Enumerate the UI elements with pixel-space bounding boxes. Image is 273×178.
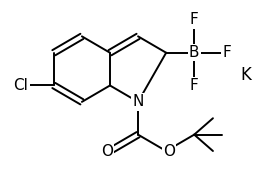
Text: O: O [101, 143, 113, 159]
Text: N: N [132, 94, 144, 109]
Text: F: F [190, 78, 198, 93]
Text: K: K [240, 66, 251, 84]
Text: F: F [190, 12, 198, 27]
Text: O: O [163, 143, 175, 159]
Text: Cl: Cl [14, 78, 28, 93]
Text: F: F [222, 45, 231, 60]
Text: B: B [189, 45, 200, 60]
